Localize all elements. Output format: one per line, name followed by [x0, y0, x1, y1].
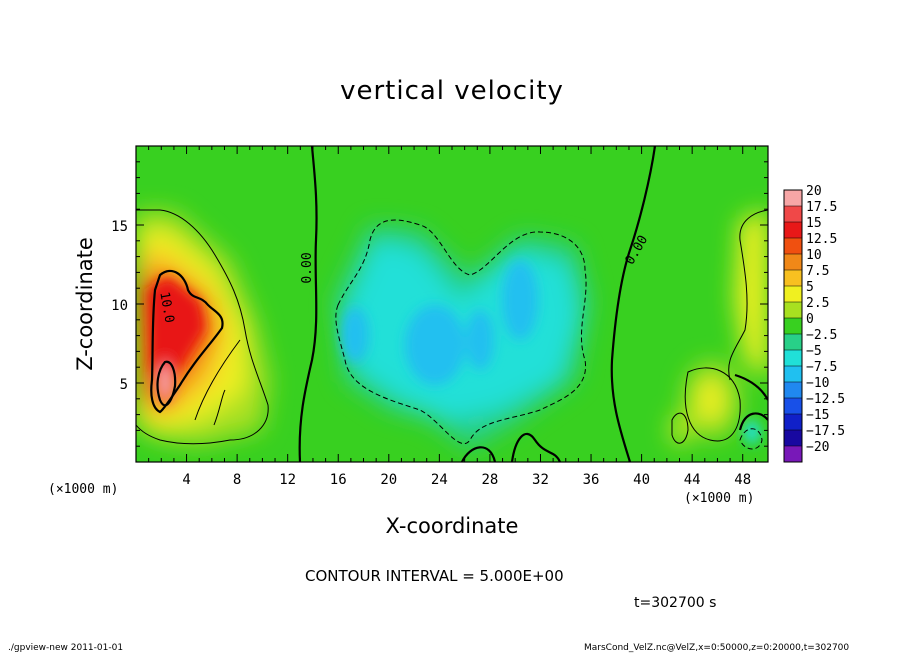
colorbar-swatch: [784, 366, 802, 383]
colorbar-label: −12.5: [806, 392, 845, 407]
contour-zero-left: [298, 146, 318, 462]
colorbar-label: 10: [806, 248, 822, 263]
x-tick-label: 24: [431, 472, 448, 488]
colorbar-swatch: [784, 350, 802, 367]
colorbar-label: 0: [806, 312, 814, 327]
colorbar-swatch: [784, 190, 802, 207]
contour-15: [156, 360, 177, 407]
x-tick-label: 8: [233, 472, 241, 488]
colorbar-swatch: [784, 206, 802, 223]
colorbar-label: −2.5: [806, 328, 837, 343]
colorbar-label: −10: [806, 376, 829, 391]
y-tick-label: 10: [111, 298, 128, 314]
colorbar-label: 17.5: [806, 200, 837, 215]
colorbar-label: −17.5: [806, 424, 845, 439]
colorbar-swatch: [784, 254, 802, 271]
footer-left: ./gpview-new 2011-01-01: [8, 643, 124, 653]
colorbar-swatch: [784, 430, 802, 447]
contour-right-neg: [739, 428, 763, 450]
colorbar-label: 2.5: [806, 296, 829, 311]
colorbar-swatch: [784, 398, 802, 415]
contour-10: [150, 269, 224, 414]
right-updraft-shading: [672, 210, 768, 446]
x-tick-label: 12: [279, 472, 296, 488]
colorbar-label: 15: [806, 216, 822, 231]
colorbar-label: 12.5: [806, 232, 837, 247]
central-downdraft-core: [341, 260, 538, 385]
contour-zero-right: [610, 146, 657, 462]
contour-right-small: [671, 412, 689, 444]
colorbar-swatch: [784, 302, 802, 319]
contour-inner: [194, 339, 241, 426]
contour-right-pos: [728, 209, 768, 381]
colorbar-swatch: [784, 334, 802, 351]
colorbar-swatch: [784, 238, 802, 255]
right-downdraft-spot: [744, 420, 760, 444]
colorbar-label: 20: [806, 184, 822, 199]
colorbar-swatch: [784, 270, 802, 287]
colorbar-swatch: [784, 414, 802, 431]
colorbar-swatch: [784, 286, 802, 303]
y-axis-unit: (×1000 m): [48, 482, 119, 497]
footer-right: MarsCond_VelZ.nc@VelZ,x=0:50000,z=0:2000…: [584, 643, 850, 653]
contour-label-left: 0.00: [300, 252, 315, 283]
colorbar-label: −5: [806, 344, 822, 359]
x-tick-label: 44: [684, 472, 701, 488]
colorbar-label: −15: [806, 408, 829, 423]
contour-right-pos-10: [734, 373, 768, 431]
colorbar-label: −20: [806, 440, 829, 455]
colorbar-swatch: [784, 382, 802, 399]
x-tick-label: 20: [380, 472, 397, 488]
colorbar-swatch: [784, 446, 802, 463]
chart-title: vertical velocity: [340, 76, 564, 106]
contour-right-cell: [684, 367, 741, 442]
x-axis-unit: (×1000 m): [684, 491, 755, 506]
contour-interval-text: CONTOUR INTERVAL = 5.000E+00: [305, 567, 564, 585]
colorbar-label: 5: [806, 280, 814, 295]
colorbar-swatch: [784, 222, 802, 239]
time-stamp: t=302700 s: [634, 595, 717, 611]
x-tick-label: 36: [583, 472, 600, 488]
x-tick-label: 48: [734, 472, 751, 488]
x-tick-label: 28: [481, 472, 498, 488]
contour-label-ten: 10.0: [156, 291, 176, 324]
y-tick-label: 5: [120, 377, 128, 393]
contour-2-5: [136, 209, 269, 445]
y-tick-label: 15: [111, 219, 128, 235]
x-tick-label: 32: [532, 472, 549, 488]
velocity-field: 0.00 0.00 10.0: [136, 146, 768, 462]
colorbar: 2017.51512.5107.552.50−2.5−5−7.5−10−12.5…: [783, 184, 845, 463]
colorbar-label: −7.5: [806, 360, 837, 375]
contour-lines: [136, 146, 768, 462]
x-axis-label: X-coordinate: [385, 514, 519, 538]
x-tick-label: 16: [330, 472, 347, 488]
x-tick-label: 40: [633, 472, 650, 488]
x-tick-label: 4: [182, 472, 190, 488]
colorbar-swatch: [784, 318, 802, 335]
colorbar-label: 7.5: [806, 264, 829, 279]
